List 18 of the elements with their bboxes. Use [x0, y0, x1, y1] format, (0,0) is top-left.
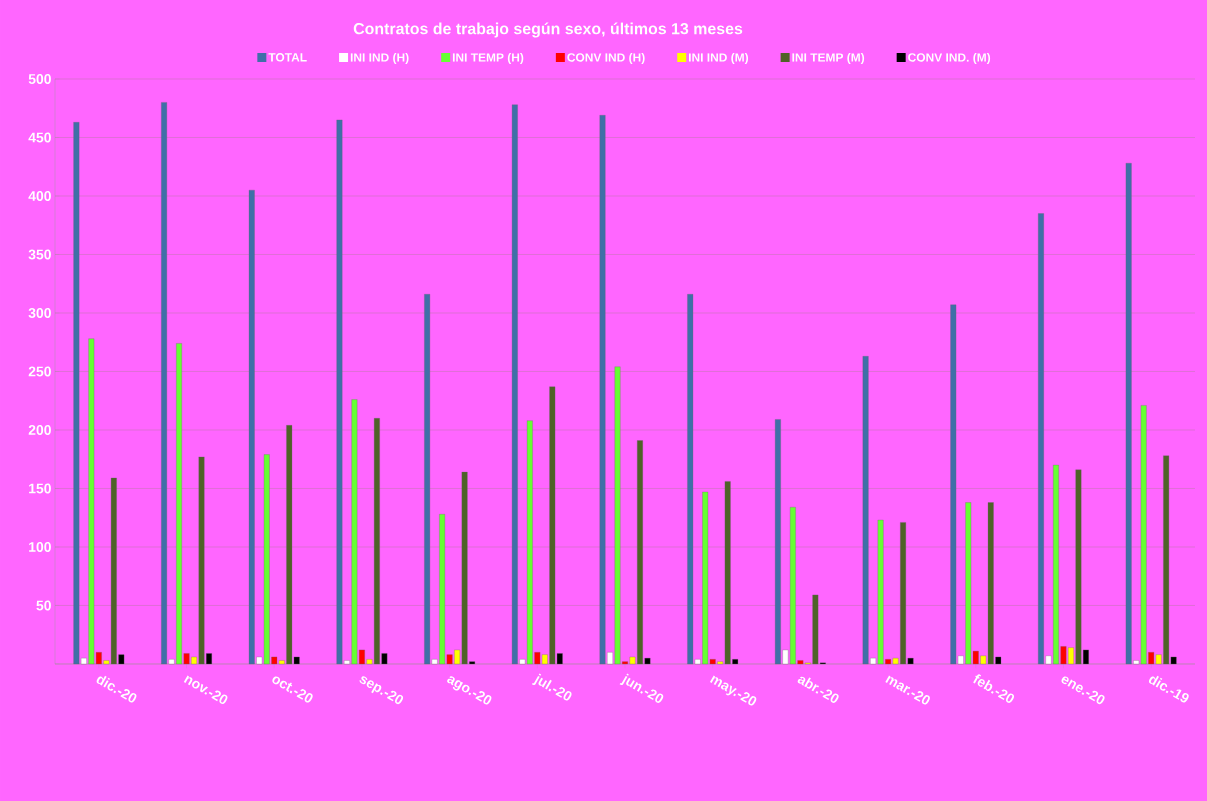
- legend-label: TOTAL: [268, 53, 307, 62]
- y-tick-label: 100: [29, 542, 51, 552]
- y-tick-label: 300: [28, 308, 51, 318]
- legend-label: INI TEMP (M): [792, 52, 865, 65]
- y-tick-label: 200: [28, 425, 51, 435]
- y-tick-label: 350: [28, 249, 51, 260]
- legend-label: CONV IND. (M): [908, 52, 991, 65]
- legend-label: CONV IND (H): [567, 52, 645, 65]
- y-tick-label: 150: [29, 483, 51, 494]
- legend-label: INI TEMP (H): [452, 52, 524, 65]
- y-tick-label: 50: [36, 600, 51, 611]
- y-tick-label: 400: [28, 191, 51, 201]
- y-tick-label: 450: [28, 132, 51, 143]
- legend-label: INI IND (H): [350, 52, 409, 65]
- y-tick-label: 500: [28, 74, 51, 84]
- y-tick-label: 250: [28, 366, 51, 377]
- chart-title: Contratos de trabajo según sexo, últimos 13 meses: [353, 22, 743, 38]
- legend-label: INI IND (M): [689, 52, 749, 65]
